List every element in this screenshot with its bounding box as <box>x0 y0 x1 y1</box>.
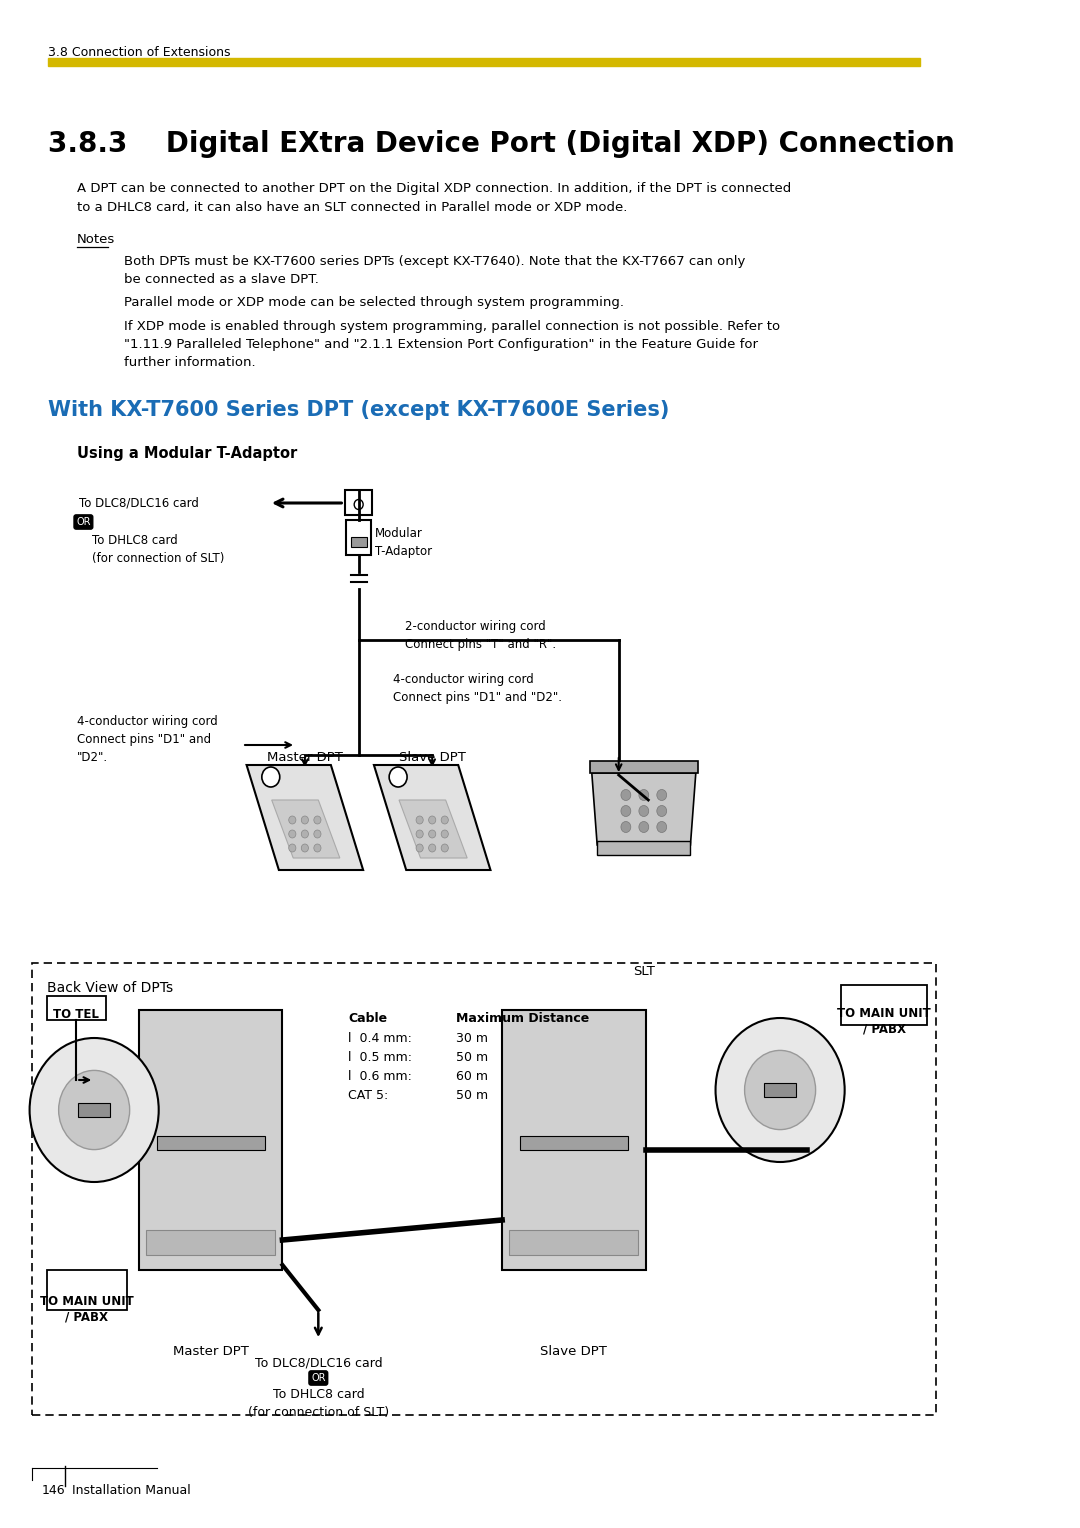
Text: 50 m: 50 m <box>456 1089 488 1102</box>
Circle shape <box>429 830 436 837</box>
Text: 60 m: 60 m <box>456 1070 487 1083</box>
Circle shape <box>441 816 448 824</box>
Bar <box>157 1135 265 1151</box>
Text: 30 m: 30 m <box>456 1031 487 1045</box>
Text: To DHLC8 card
(for connection of SLT): To DHLC8 card (for connection of SLT) <box>93 533 225 565</box>
Bar <box>32 963 936 1415</box>
Text: Slave DPT: Slave DPT <box>399 750 465 764</box>
Bar <box>139 1010 283 1270</box>
Circle shape <box>639 805 649 816</box>
Bar <box>146 1230 275 1254</box>
Circle shape <box>288 816 296 824</box>
Bar <box>46 1270 127 1309</box>
Bar <box>597 840 690 856</box>
Bar <box>49 58 920 66</box>
Text: 4-conductor wiring cord
Connect pins "D1" and "D2".: 4-conductor wiring cord Connect pins "D1… <box>393 672 562 704</box>
Circle shape <box>621 805 631 816</box>
Circle shape <box>261 767 280 787</box>
Circle shape <box>389 767 407 787</box>
Circle shape <box>354 500 363 509</box>
Text: CAT 5:: CAT 5: <box>348 1089 388 1102</box>
Text: l  0.4 mm:: l 0.4 mm: <box>348 1031 411 1045</box>
Text: Maximum Distance: Maximum Distance <box>456 1012 589 1025</box>
Circle shape <box>429 816 436 824</box>
Text: TO MAIN UNIT
/ PABX: TO MAIN UNIT / PABX <box>837 1007 931 1036</box>
Text: Both DPTs must be KX-T7600 series DPTs (except KX-T7640). Note that the KX-T7667: Both DPTs must be KX-T7600 series DPTs (… <box>124 255 745 286</box>
Circle shape <box>58 1071 130 1149</box>
Text: SLT: SLT <box>633 966 654 978</box>
Circle shape <box>314 816 321 824</box>
Text: 146: 146 <box>41 1484 65 1497</box>
Polygon shape <box>246 766 363 869</box>
Text: TO TEL: TO TEL <box>53 1008 99 1021</box>
Text: To DHLC8 card
(for connection of SLT): To DHLC8 card (for connection of SLT) <box>247 1387 389 1420</box>
Text: Slave DPT: Slave DPT <box>540 1345 607 1358</box>
Bar <box>46 996 106 1021</box>
Text: Installation Manual: Installation Manual <box>71 1484 190 1497</box>
Circle shape <box>716 1018 845 1161</box>
Text: To DLC8/DLC16 card: To DLC8/DLC16 card <box>255 1357 382 1371</box>
Circle shape <box>639 822 649 833</box>
Bar <box>351 536 367 547</box>
Text: To DLC8/DLC16 card: To DLC8/DLC16 card <box>79 497 199 509</box>
Text: Modular
T-Adaptor: Modular T-Adaptor <box>375 527 432 558</box>
Circle shape <box>657 822 666 833</box>
Bar <box>78 1103 110 1117</box>
Text: Master DPT: Master DPT <box>173 1345 248 1358</box>
Bar <box>510 1230 638 1254</box>
Circle shape <box>657 790 666 801</box>
Circle shape <box>288 843 296 853</box>
Text: Master DPT: Master DPT <box>267 750 342 764</box>
Polygon shape <box>399 801 468 859</box>
Text: 3.8 Connection of Extensions: 3.8 Connection of Extensions <box>49 46 231 60</box>
Text: Parallel mode or XDP mode can be selected through system programming.: Parallel mode or XDP mode can be selecte… <box>124 296 624 309</box>
Text: 50 m: 50 m <box>456 1051 488 1063</box>
Circle shape <box>657 805 666 816</box>
Text: A DPT can be connected to another DPT on the Digital XDP connection. In addition: A DPT can be connected to another DPT on… <box>77 182 792 214</box>
Bar <box>346 520 372 555</box>
Circle shape <box>621 822 631 833</box>
Circle shape <box>416 816 423 824</box>
Text: OR: OR <box>77 516 91 527</box>
Circle shape <box>441 830 448 837</box>
Text: Using a Modular T-Adaptor: Using a Modular T-Adaptor <box>77 446 297 461</box>
Circle shape <box>314 830 321 837</box>
Polygon shape <box>272 801 340 859</box>
Circle shape <box>429 843 436 853</box>
Polygon shape <box>592 773 696 845</box>
Circle shape <box>288 830 296 837</box>
Circle shape <box>441 843 448 853</box>
Circle shape <box>416 830 423 837</box>
Circle shape <box>744 1050 815 1129</box>
Text: OR: OR <box>311 1374 325 1383</box>
Circle shape <box>416 843 423 853</box>
Bar <box>841 986 927 1025</box>
Polygon shape <box>374 766 490 869</box>
Bar <box>521 1135 627 1151</box>
Text: 3.8.3    Digital EXtra Device Port (Digital XDP) Connection: 3.8.3 Digital EXtra Device Port (Digital… <box>49 130 955 157</box>
Circle shape <box>639 790 649 801</box>
Text: Notes: Notes <box>77 232 116 246</box>
Bar <box>764 1083 796 1097</box>
Text: 2-conductor wiring cord
Connect pins "T" and "R".: 2-conductor wiring cord Connect pins "T"… <box>405 620 556 651</box>
Circle shape <box>301 816 309 824</box>
Text: Cable: Cable <box>348 1012 387 1025</box>
Text: Back View of DPTs: Back View of DPTs <box>46 981 173 995</box>
Circle shape <box>29 1038 159 1183</box>
Text: If XDP mode is enabled through system programming, parallel connection is not po: If XDP mode is enabled through system pr… <box>124 319 780 368</box>
Bar <box>346 490 373 515</box>
Bar <box>590 761 698 773</box>
Circle shape <box>621 790 631 801</box>
Circle shape <box>301 830 309 837</box>
Text: l  0.6 mm:: l 0.6 mm: <box>348 1070 411 1083</box>
Bar <box>502 1010 646 1270</box>
Text: With KX-T7600 Series DPT (except KX-T7600E Series): With KX-T7600 Series DPT (except KX-T760… <box>49 400 670 420</box>
Text: l  0.5 mm:: l 0.5 mm: <box>348 1051 411 1063</box>
Text: 4-conductor wiring cord
Connect pins "D1" and
"D2".: 4-conductor wiring cord Connect pins "D1… <box>77 715 218 764</box>
Text: TO MAIN UNIT
/ PABX: TO MAIN UNIT / PABX <box>40 1296 134 1323</box>
Circle shape <box>301 843 309 853</box>
Circle shape <box>314 843 321 853</box>
